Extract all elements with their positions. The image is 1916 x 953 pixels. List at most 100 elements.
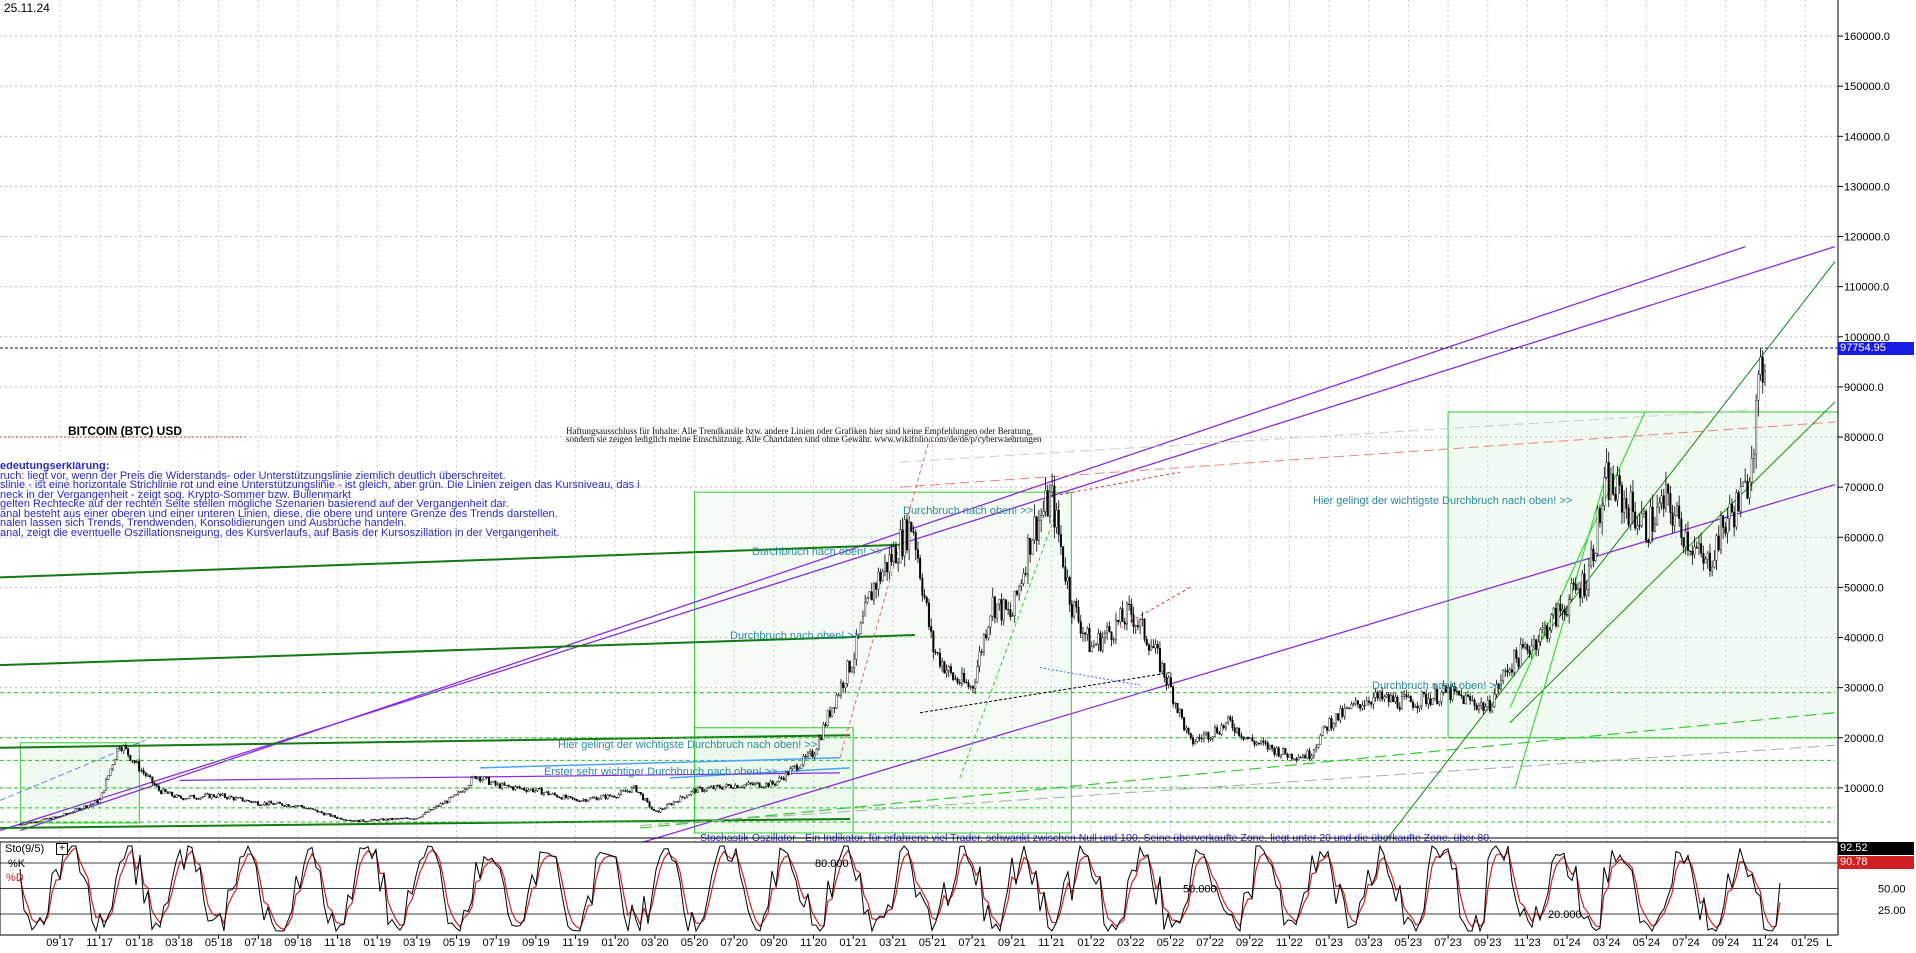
oscillator-level-label: 80.000 bbox=[815, 858, 849, 870]
x-tick-label: 07 24 bbox=[1672, 937, 1700, 948]
candle-body bbox=[424, 812, 427, 815]
candle-body bbox=[578, 800, 581, 802]
candle-body bbox=[289, 806, 292, 808]
candle-body bbox=[98, 799, 101, 804]
oscillator-name: Sto(9/5) bbox=[5, 843, 45, 855]
candle-body bbox=[1519, 644, 1522, 667]
candle-body bbox=[1213, 727, 1216, 737]
candle-body bbox=[553, 793, 556, 796]
candle-body bbox=[1451, 686, 1454, 701]
candle-body bbox=[1295, 758, 1298, 760]
candle-body bbox=[1618, 475, 1621, 486]
candle-body bbox=[1205, 732, 1208, 735]
candle-body bbox=[1631, 491, 1634, 513]
candle-body bbox=[305, 808, 308, 810]
candle-body bbox=[476, 776, 479, 780]
candle-body bbox=[1350, 703, 1353, 709]
candle-body bbox=[498, 783, 501, 789]
add-indicator-button[interactable]: + bbox=[56, 843, 68, 855]
x-tick-label: 07 21 bbox=[958, 937, 986, 948]
trend-line bbox=[919, 672, 1171, 714]
candle-body bbox=[1279, 754, 1282, 757]
x-tick-label: 09 17 bbox=[46, 937, 74, 948]
candle-body bbox=[1070, 604, 1073, 617]
x-tick-label: 05 19 bbox=[443, 937, 471, 948]
candle-body bbox=[1458, 690, 1461, 696]
candle-body bbox=[1158, 648, 1161, 672]
candle-body bbox=[971, 686, 974, 689]
candle-body bbox=[34, 821, 37, 823]
candle-body bbox=[1673, 515, 1676, 526]
candle-body bbox=[107, 775, 110, 780]
candle-body bbox=[439, 803, 442, 807]
candle-body bbox=[798, 767, 801, 771]
candle-body bbox=[844, 683, 847, 688]
candle-body bbox=[877, 572, 880, 590]
candle-body bbox=[1535, 639, 1538, 650]
candle-body bbox=[1156, 644, 1159, 649]
candle-body bbox=[624, 790, 627, 792]
candle-body bbox=[936, 652, 939, 654]
candle-body bbox=[677, 801, 680, 803]
candle-body bbox=[914, 532, 917, 550]
candle-body bbox=[1066, 577, 1069, 582]
candle-body bbox=[1440, 692, 1443, 702]
candle-body bbox=[395, 818, 398, 820]
candle-body bbox=[228, 796, 231, 800]
candle-body bbox=[503, 783, 506, 786]
candle-body bbox=[1084, 632, 1087, 635]
candle-body bbox=[124, 745, 127, 749]
candle-body bbox=[1383, 696, 1386, 700]
candle-body bbox=[1691, 550, 1694, 555]
candle-body bbox=[261, 804, 264, 806]
candle-body bbox=[1251, 737, 1254, 742]
candle-body bbox=[899, 529, 902, 563]
candle-body bbox=[672, 801, 675, 806]
candle-body bbox=[1453, 686, 1456, 692]
candle-body bbox=[943, 661, 946, 674]
y-tick-label: 160000.0 bbox=[1844, 31, 1890, 43]
candle-body bbox=[1623, 498, 1626, 513]
candle-body bbox=[413, 818, 416, 820]
candle-body bbox=[998, 599, 1001, 605]
candle-body bbox=[523, 788, 526, 791]
candle-body bbox=[393, 818, 396, 820]
candle-body bbox=[1343, 708, 1346, 717]
x-tick-label: 11 20 bbox=[800, 937, 827, 948]
candle-body bbox=[1702, 553, 1705, 564]
candle-body bbox=[69, 812, 72, 814]
uptrend-line bbox=[1514, 461, 1611, 789]
candle-body bbox=[45, 818, 48, 820]
candle-body bbox=[1497, 684, 1500, 689]
candle-body bbox=[516, 786, 519, 788]
x-tick-label: 01 21 bbox=[839, 937, 867, 948]
candle-body bbox=[738, 786, 741, 789]
candle-body bbox=[1422, 691, 1425, 694]
candle-body bbox=[837, 694, 840, 696]
candle-body bbox=[54, 816, 57, 818]
candle-body bbox=[184, 798, 187, 800]
candle-body bbox=[1099, 633, 1102, 651]
candle-body bbox=[668, 803, 671, 805]
candle-body bbox=[831, 707, 834, 717]
candle-body bbox=[298, 805, 301, 807]
support-line bbox=[0, 634, 916, 667]
candle-body bbox=[681, 796, 684, 798]
candle-body bbox=[1462, 695, 1465, 705]
candle-body bbox=[241, 797, 244, 802]
candle-body bbox=[380, 818, 383, 820]
candle-body bbox=[635, 785, 638, 793]
candle-body bbox=[1502, 670, 1505, 681]
x-tick-label: 09 20 bbox=[760, 937, 788, 948]
candle-body bbox=[1449, 687, 1452, 701]
y-tick-label: 110000.0 bbox=[1844, 282, 1889, 294]
candle-body bbox=[740, 786, 743, 789]
candle-body bbox=[1319, 735, 1322, 745]
candle-body bbox=[549, 793, 552, 796]
candle-body bbox=[910, 522, 913, 532]
y-tick-label: 130000.0 bbox=[1844, 181, 1890, 193]
candle-body bbox=[934, 651, 937, 653]
candle-body bbox=[1607, 462, 1610, 500]
candle-body bbox=[1504, 670, 1507, 672]
d-value-tag: 90.78 bbox=[1838, 856, 1914, 869]
